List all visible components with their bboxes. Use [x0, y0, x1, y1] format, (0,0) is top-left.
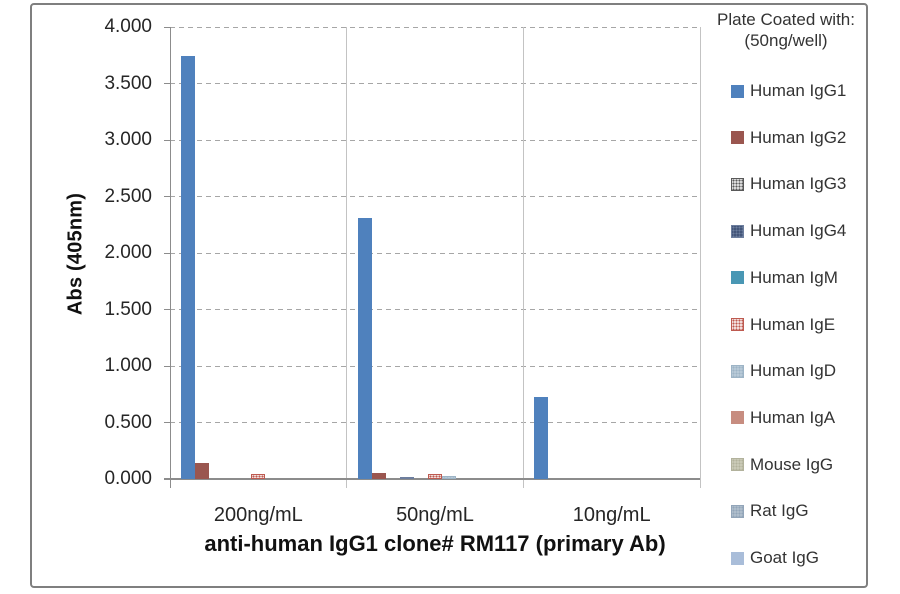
y-tick-label: 0.000: [104, 468, 152, 489]
x-tick-label: 10ng/mL: [572, 504, 651, 526]
bar-human-igg2-200ng-mL: [195, 463, 209, 479]
y-tick-label: 1.500: [104, 298, 152, 320]
y-tick-label: 3.000: [104, 129, 152, 150]
legend: Plate Coated with: (50ng/well) Human IgG…: [700, 0, 872, 594]
gridline-y-2.5: [170, 196, 700, 197]
y-axis-title: Abs (405nm): [64, 192, 87, 316]
gridline-y-1.5: [170, 309, 700, 310]
legend-item-human-igm: Human IgM: [731, 267, 838, 287]
legend-title-line1: Plate Coated with:: [717, 10, 855, 29]
bar-human-ige-50ng-mL: [428, 474, 442, 479]
legend-swatch-icon: [731, 224, 744, 238]
legend-item-human-igg4: Human IgG4: [731, 221, 847, 241]
x-axis-title: anti-human IgG1 clone# RM117 (primary Ab…: [204, 531, 666, 556]
category-separator: [699, 27, 701, 488]
legend-item-label: Human IgG3: [750, 174, 847, 194]
legend-item-label: Mouse IgG: [750, 454, 834, 474]
y-tick-label: 4.000: [104, 16, 152, 37]
legend-item-mouse-igg: Mouse IgG: [731, 454, 834, 474]
legend-item-human-igg1: Human IgG1: [731, 81, 847, 100]
legend-item-label: Goat IgG: [750, 548, 819, 567]
legend-swatch-icon: [731, 84, 744, 98]
legend-swatch-icon: [731, 458, 744, 472]
legend-item-label: Rat IgG: [750, 501, 809, 521]
bar-human-igd-50ng-mL: [442, 476, 456, 479]
y-axis-line: [170, 27, 171, 488]
legend-swatch-icon: [731, 504, 744, 518]
legend-item-label: Human IgA: [750, 407, 836, 427]
legend-item-label: Human IgM: [750, 267, 838, 287]
category-separator: [346, 27, 348, 488]
y-axis-tick: [164, 26, 170, 28]
legend-swatch-icon: [731, 318, 744, 331]
x-tick-label: 50ng/mL: [396, 504, 474, 526]
bar-human-ige-200ng-mL: [251, 474, 265, 479]
gridline-y-4.0: [170, 26, 700, 28]
legend-swatch-icon: [731, 177, 744, 191]
gridline-y-2.0: [170, 252, 700, 254]
legend-item-human-igg3: Human IgG3: [731, 174, 847, 194]
x-axis-line: [164, 478, 700, 480]
bar-human-igg1-200ng-mL: [181, 56, 195, 479]
y-tick-label: 2.000: [104, 242, 152, 263]
legend-item-human-igg2: Human IgG2: [731, 127, 847, 147]
gridline-y-3.0: [170, 139, 700, 141]
bar-human-igg2-50ng-mL: [372, 473, 386, 479]
gridline-y-0.5: [170, 422, 700, 423]
y-tick-label: 0.500: [104, 411, 152, 433]
legend-swatch-icon: [731, 411, 744, 425]
y-tick-label: 2.500: [104, 185, 152, 207]
chart-frame: [30, 3, 868, 588]
y-axis-tick: [164, 365, 170, 367]
y-tick-label: 3.500: [104, 72, 152, 94]
bar-human-igg1-10ng-mL: [534, 397, 548, 479]
legend-item-human-iga: Human IgA: [731, 407, 836, 427]
category-separator: [522, 27, 524, 488]
bar-human-igg1-50ng-mL: [358, 218, 372, 479]
legend-swatch-icon: [731, 271, 744, 285]
legend-swatch-icon: [731, 364, 744, 378]
x-tick-label: 200ng/mL: [213, 504, 303, 526]
legend-item-label: Human IgE: [750, 314, 836, 334]
legend-item-label: Human IgD: [750, 361, 836, 381]
legend-item-human-ige: Human IgE: [731, 314, 836, 334]
legend-item-label: Human IgG1: [750, 81, 847, 100]
legend-title-line2: (50ng/well): [744, 31, 828, 50]
y-axis-tick: [164, 139, 170, 141]
legend-swatch-icon: [731, 131, 744, 145]
legend-item-human-igd: Human IgD: [731, 361, 836, 381]
y-tick-label: 1.000: [104, 355, 152, 376]
gridline-y-1.0: [170, 365, 700, 367]
gridline-y-3.5: [170, 83, 700, 84]
y-axis-tick: [164, 83, 170, 84]
y-axis-tick: [164, 309, 170, 310]
y-axis-tick: [164, 422, 170, 423]
legend-item-label: Human IgG4: [750, 221, 847, 241]
y-axis-tick: [164, 252, 170, 254]
legend-swatch-icon: [731, 551, 744, 565]
legend-item-label: Human IgG2: [750, 127, 847, 147]
y-axis-tick: [164, 196, 170, 197]
bar-human-igg4-50ng-mL: [400, 477, 414, 479]
legend-item-rat-igg: Rat IgG: [731, 501, 809, 521]
legend-item-goat-igg: Goat IgG: [731, 548, 819, 567]
legend-title: Plate Coated with: (50ng/well): [700, 9, 872, 51]
